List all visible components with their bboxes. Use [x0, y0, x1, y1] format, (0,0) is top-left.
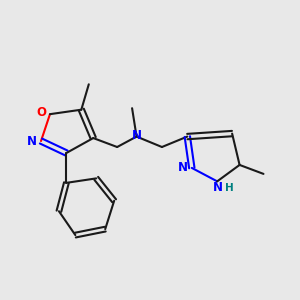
Text: N: N — [27, 134, 37, 148]
Text: N: N — [132, 130, 142, 142]
Text: N: N — [178, 161, 188, 174]
Text: N: N — [213, 182, 223, 194]
Text: H: H — [225, 183, 234, 193]
Text: O: O — [37, 106, 46, 119]
